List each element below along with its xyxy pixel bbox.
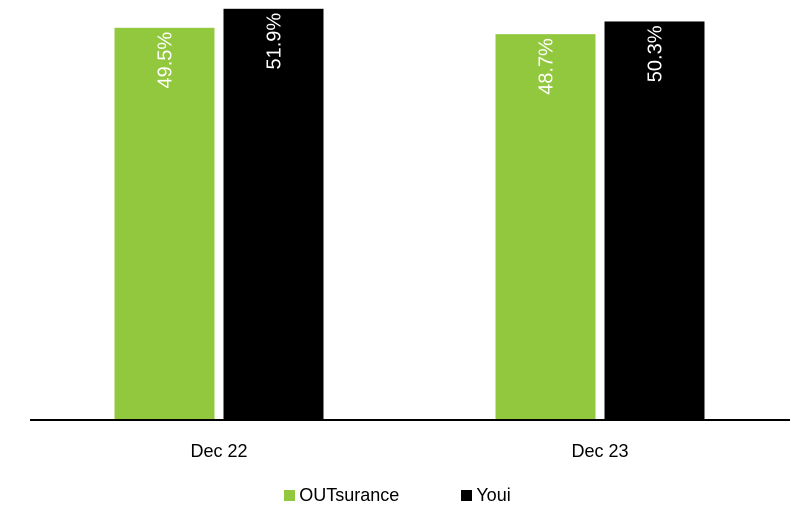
bar-outsurance-dec-22 [114,27,215,421]
bar-outsurance-dec-23 [495,34,596,421]
x-tick-label: Dec 23 [571,441,628,461]
data-label-youi-dec-23: 50.3% [645,25,667,82]
legend: OUTsurance Youi [0,484,795,506]
legend-item-outsurance: OUTsurance [284,485,399,506]
bar-youi-dec-22 [223,8,324,421]
data-label-outsurance-dec-23: 48.7% [536,38,558,95]
data-label-outsurance-dec-22: 49.5% [155,32,177,89]
value-labels-group: 49.5% 51.9% 48.7% 50.3% [155,13,667,95]
legend-swatch-youi [461,489,473,501]
bar-youi-dec-23 [604,21,705,420]
data-label-youi-dec-22: 51.9% [264,13,286,70]
legend-label-youi: Youi [476,484,511,505]
legend-item-youi: Youi [461,484,511,506]
bars-group [114,8,705,421]
x-tick-label: Dec 22 [190,441,247,461]
x-tick-labels-group: Dec 22 Dec 23 [190,441,628,461]
legend-swatch-outsurance [284,489,296,501]
legend-label-outsurance: OUTsurance [299,484,400,505]
